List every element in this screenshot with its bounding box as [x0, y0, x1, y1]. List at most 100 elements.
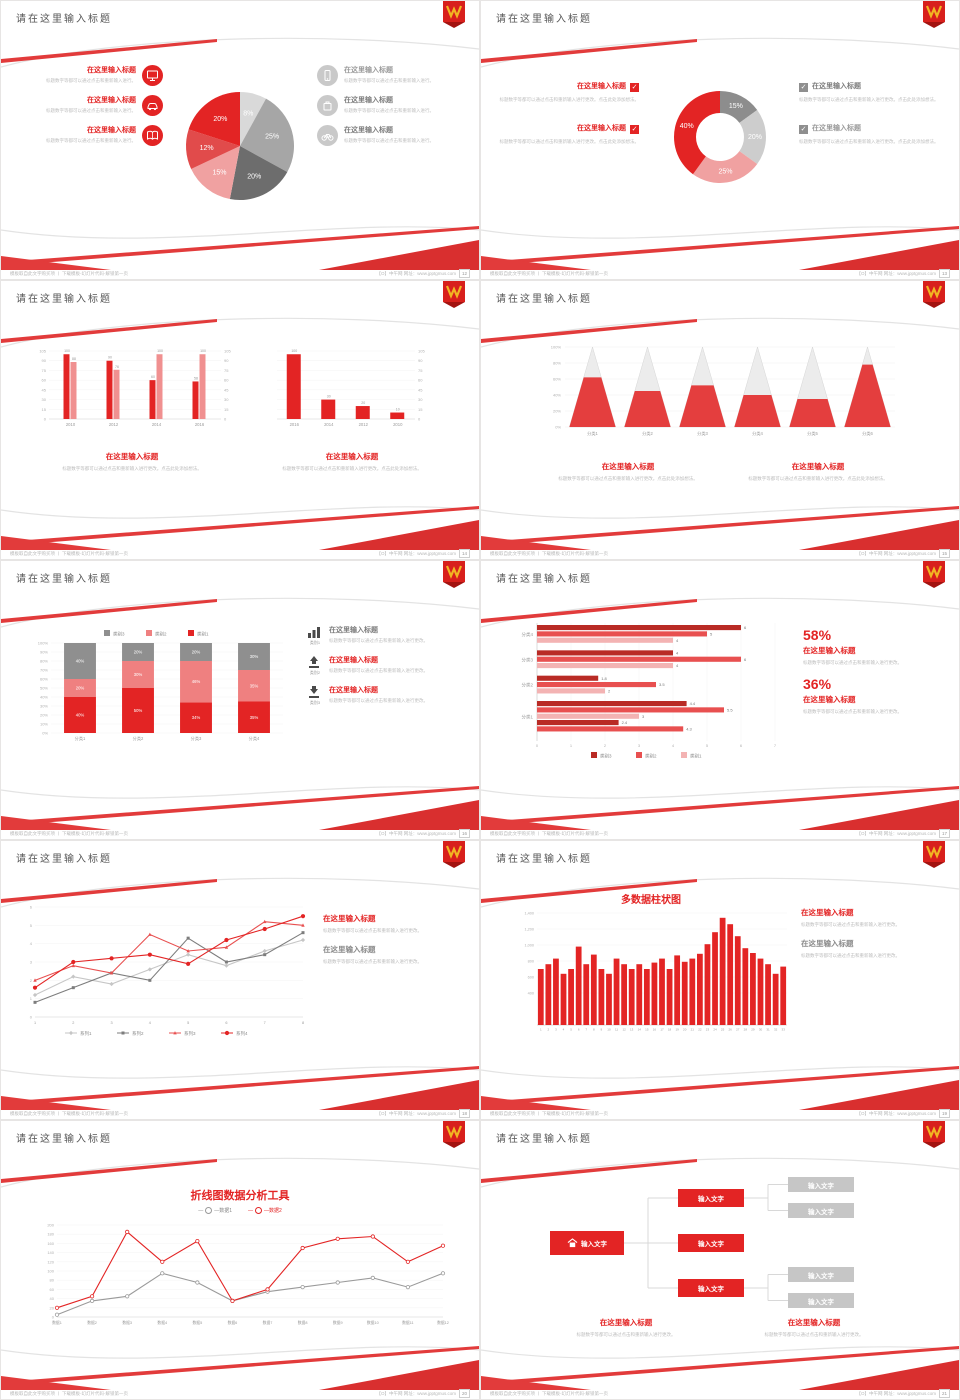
diagram-leaf-node[interactable]: 输入文字 [788, 1177, 854, 1192]
check-item[interactable]: ✓ 在这里输入标题 标题数字等都可以通过点击和重新输入进行更改。点击此处添加想法。 [799, 123, 941, 145]
brand-logo [443, 841, 465, 868]
chart-label: 4 [149, 1021, 151, 1025]
item-title: 在这里输入标题 [577, 125, 626, 133]
bar [719, 917, 726, 1025]
stack-segment [180, 702, 212, 733]
chart-label: 12% [200, 145, 214, 152]
chart-label: 1 [570, 743, 573, 748]
chart-label: 140 [47, 1250, 54, 1255]
legend-swatch [636, 752, 642, 758]
item-desc: 标题数字等都可以通过点击和重新输入进行更改。 [329, 668, 428, 673]
bar [628, 969, 635, 1025]
slide-21[interactable]: 请在这里输入标题 输入文字 输入文字 输入文字 输入文字 输入文字 输入文字 输… [481, 1121, 959, 1399]
bottom-ribbon-decoration [1, 1066, 479, 1110]
diagram-node[interactable]: 输入文字 [678, 1234, 744, 1252]
chart-label: 100% [38, 641, 49, 646]
chart-label: 20% [40, 713, 48, 718]
info-item[interactable]: 在这里输入标题 标题数字等都可以通过点击和重新输入进行。 [17, 95, 163, 116]
stat-title: 在这里输入标题 [803, 694, 856, 704]
g-polygon [319, 800, 479, 830]
slide-12[interactable]: 请在这里输入标题 在这里输入标题 标题数字等都可以通过点击和重新输入进行。 在这… [1, 1, 479, 279]
check-item[interactable]: 在这里输入标题 ✓ 标题数字等都可以通过点击和重新输入进行更改。点击此处添加想法。 [499, 81, 639, 103]
slide-16[interactable]: 请在这里输入标题 类别3 类别2 类别1 0% 10% 20% 30% 40% 50% 60% 70… [1, 561, 479, 839]
chart-label: 60 [224, 378, 229, 383]
info-item[interactable]: 在这里输入标题 标题数字等都可以通过点击和重新输入进行。 [317, 125, 465, 146]
bar [537, 682, 656, 688]
chart-label: 4 [563, 1028, 565, 1032]
check-icon[interactable]: ✓ [630, 124, 639, 134]
chart-label: 75 [42, 368, 47, 373]
chart-label: 34% [192, 715, 201, 720]
chart-label: 15% [212, 169, 226, 176]
donut-right-items: ✓ 在这里输入标题 标题数字等都可以通过点击和重新输入进行更改。点击此处添加想法。… [799, 81, 941, 165]
icon-item[interactable]: 类别3 在这里输入标题 标题数字等都可以通过点击和重新输入进行更改。 [307, 685, 465, 706]
chart-label: 分类3 [521, 656, 533, 663]
check-item[interactable]: ✓ 在这里输入标题 标题数字等都可以通过点击和重新输入进行更改。点击此处添加想法。 [799, 81, 941, 103]
chart-label: 4 [676, 651, 679, 656]
check-icon[interactable]: ✓ [799, 82, 808, 92]
bar [192, 381, 199, 419]
g-polygon [1, 256, 111, 270]
block-desc: 标题数字等都可以通过点击和重新输入进行更改。点击此处添加想法。 [62, 466, 202, 471]
diagram-node[interactable]: 输入文字 [678, 1279, 744, 1297]
chart-label: 5 [706, 743, 709, 748]
chart-label: 20 [50, 1305, 55, 1310]
chart-label: 类别1 [690, 753, 702, 760]
marker [186, 949, 190, 953]
diagram-node[interactable]: 输入文字 [678, 1189, 744, 1207]
diagram-root-node[interactable]: 输入文字 [550, 1231, 624, 1255]
diagram-leaf-node[interactable]: 输入文字 [788, 1203, 854, 1218]
legend-item[interactable]: — —数据2 [248, 1207, 282, 1215]
diagram-leaf-node[interactable]: 输入文字 [788, 1267, 854, 1282]
info-item[interactable]: 在这里输入标题 标题数字等都可以通过点击和重新输入进行。 [17, 65, 163, 86]
diagram-leaf-node[interactable]: 输入文字 [788, 1293, 854, 1308]
chart-label: 11 [615, 1028, 618, 1032]
slide-footer: 模板取自此文字购买项 丨 下载模板-幻灯片代码-解锁第一页 【O】中午网 网址：… [481, 269, 959, 278]
chart-label: 数据6 [228, 1320, 238, 1325]
bar [537, 713, 639, 719]
chart-label: 45 [418, 387, 423, 392]
check-icon[interactable]: ✓ [799, 124, 808, 134]
block-desc: 标题数字等都可以通过点击和重新输入进行更改。点击此处添加想法。 [748, 476, 888, 481]
g-polygon [799, 800, 959, 830]
info-item[interactable]: 在这里输入标题 标题数字等都可以通过点击和重新输入进行。 [317, 95, 465, 116]
slide-15[interactable]: 请在这里输入标题 0% 20% 40% 60% 80% 100% 分类1 分类2 分类3 分类4 分… [481, 281, 959, 559]
marker [440, 1243, 446, 1248]
slide-20[interactable]: 请在这里输入标题 折线图数据分析工具 — —数据1 — —数据2 0 20 40 60 80… [1, 1121, 479, 1399]
block-title: 在这里输入标题 [601, 462, 655, 471]
chart-label: 25 [721, 1028, 725, 1032]
brand-logo [443, 561, 465, 588]
bottom-ribbon-decoration [1, 226, 479, 270]
bar [149, 380, 156, 419]
slide-17[interactable]: 请在这里输入标题 0 1 2 3 4 5 6 7 分类4 6 5 4 分类3 4 6 4 分类2 1.8 3.5 2 分… [481, 561, 959, 839]
legend-item[interactable]: — —数据1 [198, 1207, 232, 1215]
chart-label: 60% [40, 677, 48, 682]
slide-13[interactable]: 请在这里输入标题 在这里输入标题 ✓ 标题数字等都可以通过点击和重新输入进行更改。… [481, 1, 959, 279]
chart-label: 分类4 [521, 631, 533, 638]
slide-19[interactable]: 请在这里输入标题 多数据柱状图 400 600 800 1,000 1,200 1,400… [481, 841, 959, 1119]
info-item[interactable]: 在这里输入标题 标题数字等都可以通过点击和重新输入进行。 [317, 65, 465, 86]
cone-fill [569, 377, 616, 427]
g-path [481, 1066, 959, 1079]
icon-item[interactable]: 类别1 在这里输入标题 标题数字等都可以通过点击和重新输入进行更改。 [307, 625, 465, 646]
bar [780, 966, 787, 1025]
pie-slice [188, 92, 240, 146]
icon-item[interactable]: 类别2 在这里输入标题 标题数字等都可以通过点击和重新输入进行更改。 [307, 655, 465, 676]
chart-label: 60 [42, 378, 47, 383]
check-item[interactable]: 在这里输入标题 ✓ 标题数字等都可以通过点击和重新输入进行更改。点击此处添加想法。 [499, 123, 639, 145]
slide-14[interactable]: 请在这里输入标题 0 0 15 15 30 30 45 45 60 60 75 75 90 90 105 10… [1, 281, 479, 559]
chart-label: 类别3 [113, 631, 125, 638]
marker [405, 1259, 411, 1264]
text-block: 在这里输入标题 标题数字等都可以通过点击和重新输入进行更改。点击此处添加想法。 [257, 451, 447, 473]
g-polygon [799, 520, 959, 550]
chart-label: 31 [766, 1028, 770, 1032]
chart-label: 5 [710, 632, 713, 637]
bar [606, 973, 612, 1025]
check-icon[interactable]: ✓ [630, 82, 639, 92]
slide-18[interactable]: 请在这里输入标题 0 1 2 3 4 5 6 1 2 3 4 5 6 7 8 系列1 系列2 系列3 系列4 在这里… [1, 841, 479, 1119]
chart-title: 多数据柱状图 [621, 895, 681, 906]
g-path [445, 1125, 463, 1139]
chart-label: 4 [676, 638, 679, 643]
info-item[interactable]: 在这里输入标题 标题数字等都可以通过点击和重新输入进行。 [17, 125, 163, 146]
